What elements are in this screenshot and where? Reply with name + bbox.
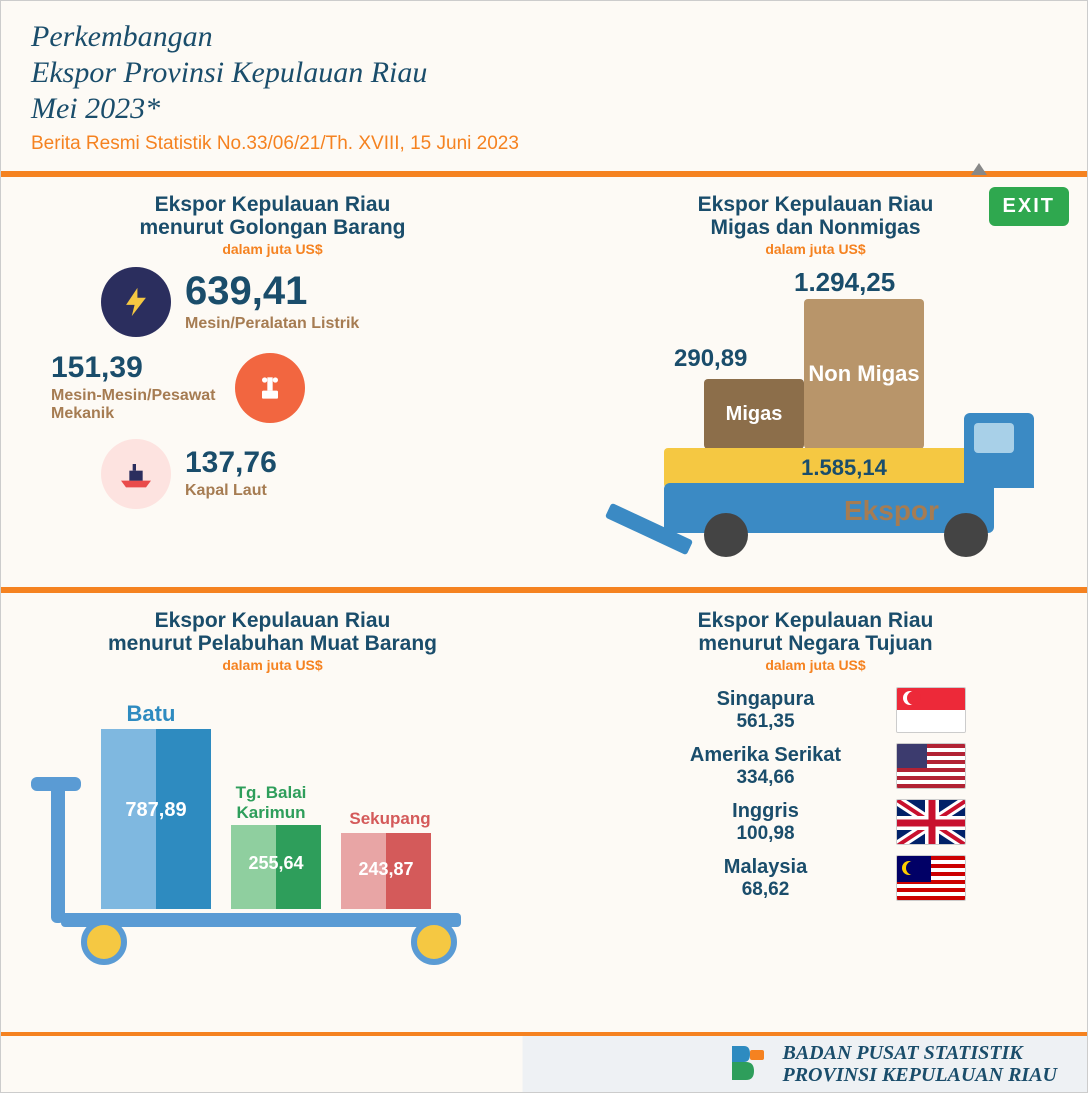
countries-title-1: Ekspor Kepulauan Riau (564, 609, 1067, 632)
country-value-0: 561,35 (666, 711, 866, 733)
wheel-icon (704, 513, 748, 557)
bar-1: 255,64 (231, 825, 321, 909)
nonmigas-box: Non Migas (804, 299, 924, 449)
panel-countries: Ekspor Kepulauan Riau menurut Negara Tuj… (544, 593, 1087, 983)
goods-label-0: Mesin/Peralatan Listrik (185, 315, 359, 333)
nonmigas-label: Non Migas (808, 362, 919, 386)
country-row-0: Singapura 561,35 (564, 687, 1067, 733)
country-value-3: 68,62 (666, 879, 866, 901)
goods-item-2: 137,76 Kapal Laut (101, 439, 524, 509)
goods-unit: dalam juta US$ (21, 241, 524, 257)
truck-area: 1.294,25 Non Migas 290,89 Migas 1.585,14… (564, 263, 1067, 573)
goods-label-1: Mesin-Mesin/Pesawat Mekanik (51, 387, 221, 423)
footer-line-2: PROVINSI KEPULAUAN RIAU (782, 1064, 1057, 1086)
flag-uk-icon (896, 799, 966, 845)
wheel-icon (944, 513, 988, 557)
ports-title-2: menurut Pelabuhan Muat Barang (21, 632, 524, 655)
truck-cab-icon (964, 413, 1034, 488)
migas-unit: dalam juta US$ (564, 241, 1067, 257)
cart-wheel-icon (411, 919, 457, 965)
countries-unit: dalam juta US$ (564, 657, 1067, 673)
ports-unit: dalam juta US$ (21, 657, 524, 673)
goods-item-1: 151,39 Mesin-Mesin/Pesawat Mekanik (51, 353, 524, 423)
goods-title-2: menurut Golongan Barang (21, 216, 524, 239)
cart-wheel-icon (81, 919, 127, 965)
bar-value-0: 787,89 (101, 799, 211, 822)
title-line-2: Ekspor Provinsi Kepulauan Riau (31, 55, 1057, 91)
country-value-2: 100,98 (666, 823, 866, 845)
machine-icon (235, 353, 305, 423)
bps-logo-icon (724, 1042, 768, 1086)
footer-line-1: BADAN PUSAT STATISTIK (782, 1042, 1057, 1064)
country-name-2: Inggris (666, 800, 866, 823)
title-line-1: Perkembangan (31, 19, 1057, 55)
migas-title-2: Migas dan Nonmigas (564, 216, 1067, 239)
bar-label-1: Tg. Balai Karimun (221, 783, 321, 823)
country-row-3: Malaysia 68,62 (564, 855, 1067, 901)
migas-label: Migas (726, 403, 783, 426)
bar-0: 787,89 (101, 729, 211, 909)
country-name-3: Malaysia (666, 856, 866, 879)
migas-box: Migas (704, 379, 804, 449)
country-row-2: Inggris 100,98 (564, 799, 1067, 845)
total-value: 1.585,14 (801, 455, 887, 481)
bottom-row: Ekspor Kepulauan Riau menurut Pelabuhan … (1, 593, 1087, 983)
footer: BADAN PUSAT STATISTIK PROVINSI KEPULAUAN… (1, 1032, 1087, 1092)
flag-us-icon (896, 743, 966, 789)
country-row-1: Amerika Serikat 334,66 (564, 743, 1067, 789)
infographic-page: Perkembangan Ekspor Provinsi Kepulauan R… (0, 0, 1088, 1093)
panel-migas: Ekspor Kepulauan Riau Migas dan Nonmigas… (544, 177, 1087, 583)
ship-icon (101, 439, 171, 509)
goods-item-0: 639,41 Mesin/Peralatan Listrik (101, 267, 524, 337)
ports-title-1: Ekspor Kepulauan Riau (21, 609, 524, 632)
cart-handle-icon (51, 783, 65, 923)
country-name-0: Singapura (666, 688, 866, 711)
goods-value-2: 137,76 (185, 448, 277, 478)
bolt-icon (101, 267, 171, 337)
goods-label-2: Kapal Laut (185, 482, 277, 500)
cart-deck-icon (61, 913, 461, 927)
panel-goods: Ekspor Kepulauan Riau menurut Golongan B… (1, 177, 544, 583)
title-line-3: Mei 2023* (31, 91, 1057, 127)
country-list: Singapura 561,35 Amerika Serikat 334,66 (564, 687, 1067, 901)
goods-value-1: 151,39 (51, 353, 221, 383)
bar-2: 243,87 (341, 833, 431, 909)
cart-area: Batu Ampar 787,89 Tg. Balai Karimun 255,… (21, 683, 524, 973)
goods-value-0: 639,41 (185, 271, 359, 311)
nonmigas-value: 1.294,25 (794, 267, 895, 298)
flag-sg-icon (896, 687, 966, 733)
migas-title-1: Ekspor Kepulauan Riau (564, 193, 1067, 216)
flag-my-icon (896, 855, 966, 901)
ekspor-label: Ekspor (844, 495, 939, 527)
bar-value-1: 255,64 (231, 853, 321, 874)
migas-value: 290,89 (674, 345, 747, 373)
country-name-1: Amerika Serikat (666, 744, 866, 767)
goods-area: 639,41 Mesin/Peralatan Listrik 151,39 Me… (21, 267, 524, 557)
header: Perkembangan Ekspor Provinsi Kepulauan R… (1, 1, 1087, 165)
bar-value-2: 243,87 (341, 859, 431, 880)
country-value-1: 334,66 (666, 767, 866, 789)
panel-ports: Ekspor Kepulauan Riau menurut Pelabuhan … (1, 593, 544, 983)
bar-label-2: Sekupang (335, 809, 445, 829)
subtitle: Berita Resmi Statistik No.33/06/21/Th. X… (31, 133, 1057, 155)
countries-title-2: menurut Negara Tujuan (564, 632, 1067, 655)
top-row: Ekspor Kepulauan Riau menurut Golongan B… (1, 177, 1087, 583)
goods-title-1: Ekspor Kepulauan Riau (21, 193, 524, 216)
